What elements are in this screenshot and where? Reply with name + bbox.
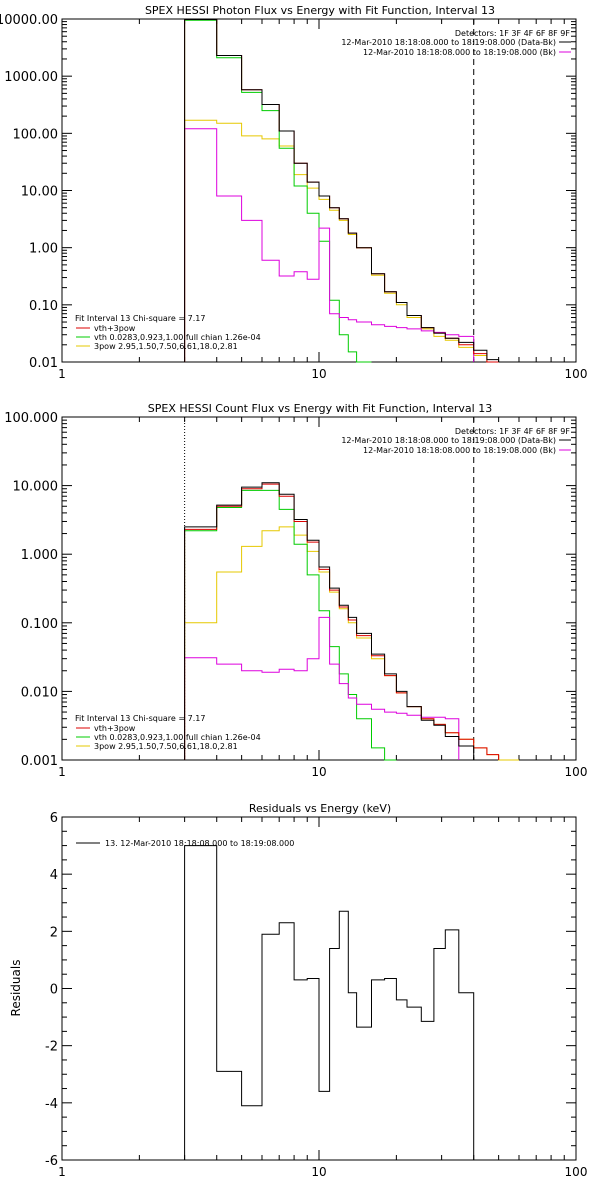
y-tick-label: 100.000 (4, 411, 58, 426)
x-tick-label: 100 (565, 367, 588, 381)
photon-flux-panel: SPEX HESSI Photon Flux vs Energy with Fi… (0, 4, 587, 381)
fit-legend-item: 3pow 2.95,1.50,7.50,6.61,18.0,2.81 (94, 742, 238, 751)
axis-ticks: 1 10 100 0.01 0.10 1.00 10.00 100.00 1000.00 1000… (0, 13, 587, 381)
y-tick-label: 10000.00 (0, 13, 58, 28)
axis-ticks: 1 10 100 0.001 0.010 0.100 1.000 10.000 100.000 (4, 411, 587, 779)
series-data-histogram (184, 482, 475, 760)
y-tick-label: 6 (50, 811, 58, 826)
series-group (184, 19, 500, 363)
x-tick-label: 1 (58, 1165, 66, 1179)
y-tick-label: -6 (45, 1154, 58, 1169)
series-total-histogram (184, 19, 499, 363)
series-vth-histogram (184, 489, 397, 761)
x-tick-label: 10 (311, 765, 326, 779)
y-tick-label: 0.01 (29, 356, 58, 371)
axis-ticks: 1 10 100 -6 -4 -2 0 2 4 6 (45, 811, 587, 1179)
count-flux-panel: SPEX HESSI Count Flux vs Energy with Fit… (4, 402, 587, 779)
y-tick-label: 0 (50, 983, 58, 998)
series-bk-histogram (184, 128, 475, 362)
panel-title: SPEX HESSI Count Flux vs Energy with Fit… (148, 402, 492, 415)
series-group (184, 417, 519, 761)
y-tick-label: 1.00 (29, 242, 58, 257)
fit-header: Fit Interval 13 Chi-square = 7.17 (75, 714, 205, 723)
x-tick-label: 100 (565, 765, 588, 779)
x-tick-label: 100 (565, 1165, 588, 1179)
series-vth-histogram (184, 19, 372, 363)
y-tick-label: 0.10 (29, 299, 58, 314)
fit-header: Fit Interval 13 Chi-square = 7.17 (75, 314, 205, 323)
y-tick-label: 100.00 (13, 127, 59, 142)
y-axis-label: Residuals (9, 960, 23, 1017)
info-line: Detectors: 1F 3F 4F 6F 8F 9F (455, 427, 571, 436)
y-tick-label: 4 (50, 868, 58, 883)
fit-legend-item: vth 0.0283,0.923,1.00 full chian 1.26e-0… (94, 733, 261, 742)
x-tick-label: 1 (58, 367, 66, 381)
y-tick-label: 1000.00 (4, 70, 58, 85)
legend-entry: 13. 12-Mar-2010 18:18:08.000 to 18:19:08… (105, 839, 294, 848)
series-bk-histogram (184, 616, 460, 760)
series-group (184, 845, 475, 1160)
fit-legend-item: vth+3pow (94, 324, 136, 333)
fit-legend-item: 3pow 2.95,1.50,7.50,6.61,18.0,2.81 (94, 342, 238, 351)
x-tick-label: 10 (311, 367, 326, 381)
info-line: Detectors: 1F 3F 4F 6F 8F 9F (455, 29, 571, 38)
info-line: 12-Mar-2010 18:18:08.000 to 18:19:08.000… (341, 436, 556, 445)
fit-legend-item: vth+3pow (94, 724, 136, 733)
series-pow-histogram (184, 526, 519, 761)
y-tick-label: 10.000 (13, 480, 59, 495)
y-tick-label: -2 (45, 1040, 58, 1055)
x-tick-label: 1 (58, 765, 66, 779)
y-tick-label: 0.100 (21, 617, 58, 632)
y-tick-label: 2 (50, 925, 58, 940)
series-pow-histogram (184, 119, 499, 363)
y-tick-label: 0.001 (21, 754, 58, 769)
x-tick-label: 10 (311, 1165, 326, 1179)
y-tick-label: 10.00 (21, 185, 58, 200)
series-data-histogram (184, 845, 475, 1160)
series-data-histogram (184, 19, 500, 362)
panel-title: Residuals vs Energy (keV) (249, 802, 391, 815)
residuals-panel: Residuals vs Energy (keV) 1 10 100 -6 -4 -2 0 2… (9, 802, 587, 1179)
y-tick-label: -4 (45, 1097, 58, 1112)
y-tick-label: 1.000 (21, 548, 58, 563)
info-line: 12-Mar-2010 18:18:08.000 to 18:19:08.000… (363, 48, 556, 57)
info-line: 12-Mar-2010 18:18:08.000 to 18:19:08.000… (341, 38, 556, 47)
fit-legend-item: vth 0.0283,0.923,1.00 full chian 1.26e-0… (94, 333, 261, 342)
y-tick-label: 0.010 (21, 685, 58, 700)
panel-title: SPEX HESSI Photon Flux vs Energy with Fi… (145, 4, 495, 17)
info-line: 12-Mar-2010 18:18:08.000 to 18:19:08.000… (363, 446, 556, 455)
